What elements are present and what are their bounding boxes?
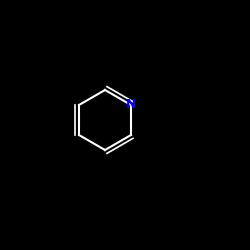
Text: N: N: [126, 98, 136, 112]
